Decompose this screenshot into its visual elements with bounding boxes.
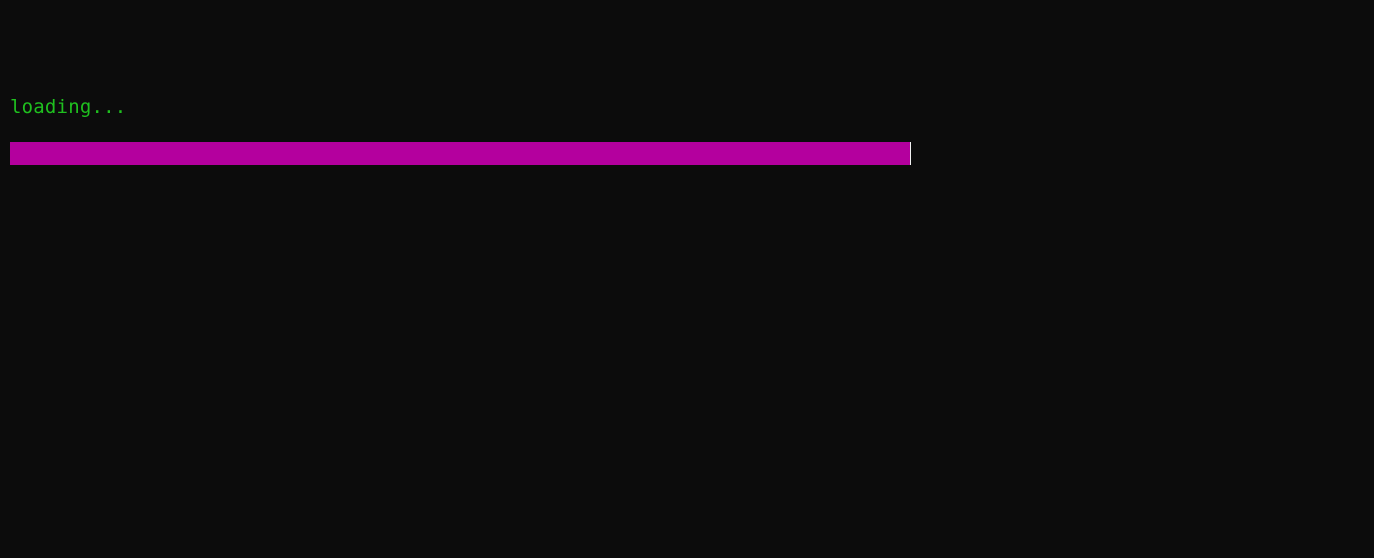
progress-bar-fill	[10, 142, 910, 165]
progress-bar	[10, 142, 910, 165]
loading-status-text: loading...	[10, 96, 127, 118]
text-cursor	[910, 142, 911, 165]
